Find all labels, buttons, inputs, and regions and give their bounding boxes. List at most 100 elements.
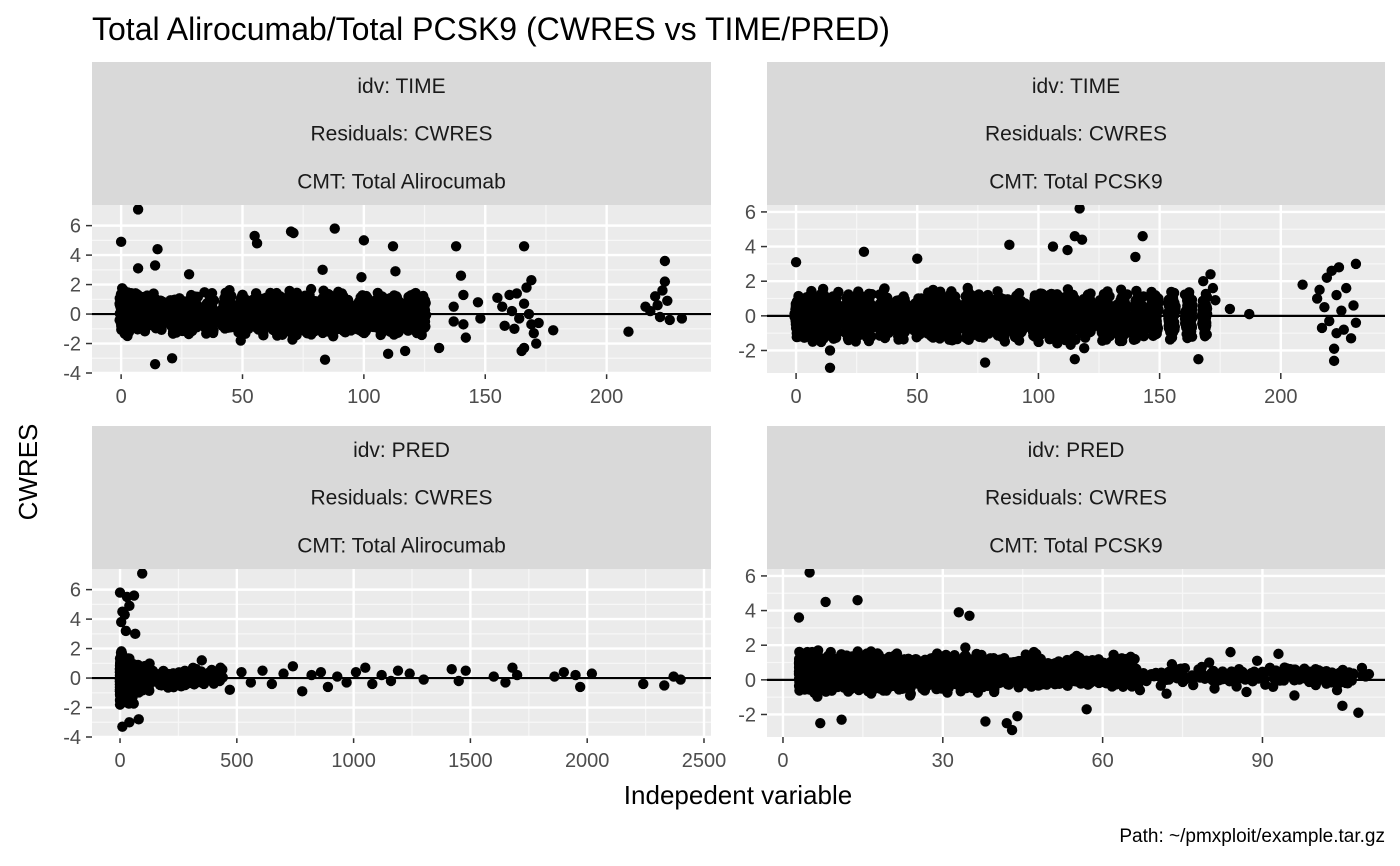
data-point xyxy=(450,241,462,252)
data-point xyxy=(676,313,688,324)
data-point xyxy=(291,329,302,341)
data-point xyxy=(342,316,354,327)
y-tick-label: 2 xyxy=(745,271,756,293)
data-point xyxy=(533,317,544,329)
data-point xyxy=(518,241,530,252)
strip-label: Residuals: CWRES xyxy=(310,123,492,146)
data-point xyxy=(526,274,537,286)
strip-label: CMT: Total PCSK9 xyxy=(989,170,1163,193)
data-point xyxy=(659,255,671,267)
data-point xyxy=(257,293,269,305)
data-point xyxy=(206,288,218,299)
x-tick-label: 150 xyxy=(1143,386,1176,408)
y-axis-title: CWRES xyxy=(13,424,43,521)
data-point xyxy=(514,313,525,324)
strip-label: idv: TIME xyxy=(1032,75,1120,98)
data-point xyxy=(934,331,945,342)
data-point xyxy=(251,238,263,249)
strip-label: idv: TIME xyxy=(357,75,445,98)
data-point xyxy=(1086,322,1097,334)
data-point xyxy=(1152,322,1163,334)
data-point xyxy=(548,325,559,336)
data-point xyxy=(387,241,399,252)
data-point xyxy=(475,313,486,324)
y-tick-label: 6 xyxy=(745,202,756,224)
data-point xyxy=(433,342,445,354)
x-tick-label: 50 xyxy=(906,386,928,408)
data-point xyxy=(382,348,394,360)
data-point xyxy=(657,285,668,296)
data-point xyxy=(1069,293,1080,304)
data-point xyxy=(149,358,161,370)
data-point xyxy=(1051,330,1062,341)
y-tick-label: 0 xyxy=(745,306,756,328)
y-tick-label: -2 xyxy=(63,334,81,356)
data-point xyxy=(358,235,370,246)
data-point xyxy=(148,288,159,299)
data-point xyxy=(833,286,844,298)
data-point xyxy=(1035,288,1046,299)
data-point xyxy=(883,327,894,338)
data-point xyxy=(492,292,503,304)
x-axis-title: Indepedent variable xyxy=(624,780,852,810)
x-tick-label: 0 xyxy=(116,386,127,408)
data-point xyxy=(132,205,144,215)
data-point xyxy=(1168,287,1180,299)
data-point xyxy=(623,326,634,337)
strip-background xyxy=(92,62,711,205)
data-point xyxy=(356,272,367,283)
data-point xyxy=(1013,335,1025,346)
data-point xyxy=(155,295,167,307)
data-point xyxy=(1136,328,1148,339)
data-point xyxy=(1068,301,1080,312)
data-point xyxy=(999,336,1011,347)
y-tick-label: -2 xyxy=(738,340,756,362)
x-tick-label: 200 xyxy=(1264,386,1297,408)
data-point xyxy=(152,244,163,255)
data-point xyxy=(317,264,328,276)
data-point xyxy=(190,302,201,314)
data-point xyxy=(149,260,161,271)
x-tick-label: 100 xyxy=(347,386,380,408)
y-tick-label: 2 xyxy=(70,275,81,297)
data-point xyxy=(882,318,893,329)
data-point xyxy=(531,338,542,349)
data-point xyxy=(1153,305,1164,316)
data-point xyxy=(460,332,472,343)
data-point xyxy=(1122,289,1133,300)
data-point xyxy=(879,283,890,294)
data-point xyxy=(448,301,459,312)
data-point xyxy=(899,297,911,309)
data-point xyxy=(1078,343,1090,354)
data-point xyxy=(207,295,218,306)
y-tick-label: 4 xyxy=(745,237,756,259)
data-point xyxy=(207,327,219,339)
strip-background xyxy=(767,62,1385,205)
data-point xyxy=(1104,291,1115,302)
data-point xyxy=(344,303,355,315)
data-point xyxy=(1168,317,1180,328)
data-point xyxy=(328,331,339,342)
data-point xyxy=(115,236,127,248)
data-point xyxy=(319,354,331,365)
data-point xyxy=(952,333,963,345)
data-point xyxy=(649,291,661,302)
data-point xyxy=(497,301,508,312)
data-point xyxy=(455,270,467,281)
data-point xyxy=(329,223,340,234)
data-point xyxy=(390,266,401,277)
data-point xyxy=(499,320,510,332)
data-point xyxy=(1018,305,1029,316)
y-tick-label: 4 xyxy=(70,245,81,267)
data-point xyxy=(448,316,459,327)
x-tick-label: 100 xyxy=(1022,386,1055,408)
x-tick-label: 0 xyxy=(791,386,802,408)
data-point xyxy=(1119,304,1131,315)
data-point xyxy=(189,295,201,306)
caption: Path: ~/pmxploit/example.tar.gz xyxy=(1119,826,1385,847)
data-point xyxy=(1119,311,1130,323)
x-tick-label: 200 xyxy=(590,386,623,408)
